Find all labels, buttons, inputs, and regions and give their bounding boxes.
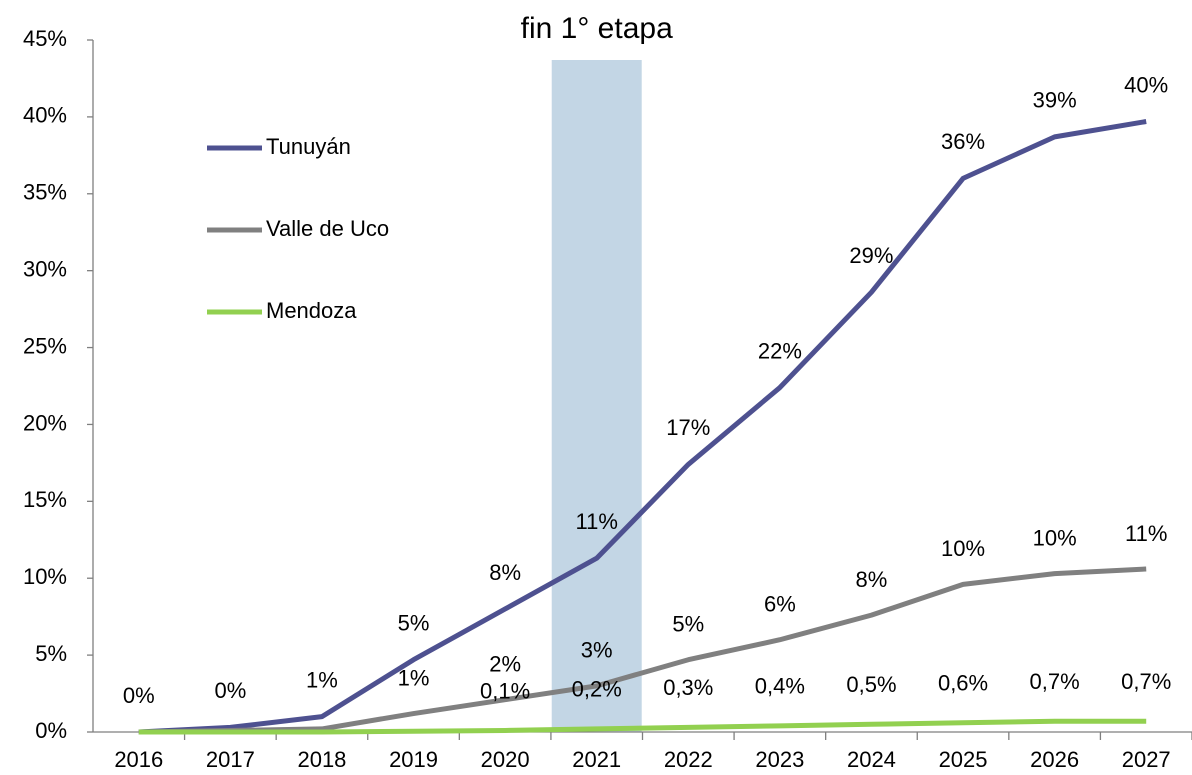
- legend-label: Valle de Uco: [266, 216, 389, 241]
- data-label: 3%: [581, 638, 613, 663]
- highlight-label: fin 1° etapa: [521, 12, 673, 45]
- data-label: 0,1%: [480, 678, 530, 703]
- x-tick-label: 2027: [1122, 747, 1171, 772]
- data-label: 5%: [398, 611, 430, 636]
- highlight-band: [551, 60, 642, 732]
- x-tick-label: 2026: [1030, 747, 1079, 772]
- y-tick-label: 45%: [23, 26, 67, 51]
- y-tick-label: 20%: [23, 410, 67, 435]
- y-tick-label: 35%: [23, 180, 67, 205]
- x-tick-label: 2024: [847, 747, 896, 772]
- x-tick-label: 2017: [206, 747, 255, 772]
- data-label: 39%: [1033, 88, 1077, 113]
- data-label: 40%: [1124, 72, 1168, 97]
- y-tick-label: 15%: [23, 487, 67, 512]
- data-label: 36%: [941, 129, 985, 154]
- x-tick-label: 2021: [572, 747, 621, 772]
- series-line: [138, 119, 1147, 735]
- y-tick-label: 25%: [23, 333, 67, 358]
- data-label: 8%: [856, 567, 888, 592]
- data-label: 11%: [1125, 521, 1167, 546]
- x-tick-label: 2016: [114, 747, 163, 772]
- data-label: 10%: [941, 536, 985, 561]
- data-label: 22%: [758, 338, 802, 363]
- data-label: 5%: [672, 612, 704, 637]
- data-label: 0,7%: [1121, 669, 1171, 694]
- data-label: 1%: [398, 665, 430, 690]
- data-label: 1%: [306, 667, 338, 692]
- data-label: 6%: [764, 592, 796, 617]
- series-line: [138, 718, 1147, 735]
- x-tick-label: 2019: [389, 747, 438, 772]
- x-tick-label: 2018: [297, 747, 346, 772]
- data-label: 17%: [666, 415, 710, 440]
- data-label: 0,5%: [846, 672, 896, 697]
- data-label: 8%: [489, 560, 521, 585]
- y-tick-label: 0%: [35, 718, 67, 743]
- legend-label: Tunuyán: [266, 134, 351, 159]
- data-label: 2%: [489, 652, 521, 677]
- series-line: [138, 566, 1147, 735]
- x-tick-label: 2025: [939, 747, 988, 772]
- data-label: 0,3%: [663, 675, 713, 700]
- y-tick-label: 5%: [35, 641, 67, 666]
- y-tick-label: 40%: [23, 103, 67, 128]
- data-label: 0,4%: [755, 674, 805, 699]
- y-tick-label: 10%: [23, 564, 67, 589]
- data-label: 0%: [123, 683, 155, 708]
- data-label: 29%: [849, 243, 893, 268]
- legend-label: Mendoza: [266, 298, 357, 323]
- x-tick-label: 2022: [664, 747, 713, 772]
- data-label: 11%: [576, 509, 618, 534]
- x-tick-label: 2023: [755, 747, 804, 772]
- data-label: 0,6%: [938, 671, 988, 696]
- y-tick-label: 30%: [23, 256, 67, 281]
- data-label: 10%: [1033, 525, 1077, 550]
- data-label: 0%: [214, 678, 246, 703]
- data-label: 0,7%: [1030, 669, 1080, 694]
- data-label: 0,2%: [572, 677, 622, 702]
- x-tick-label: 2020: [481, 747, 530, 772]
